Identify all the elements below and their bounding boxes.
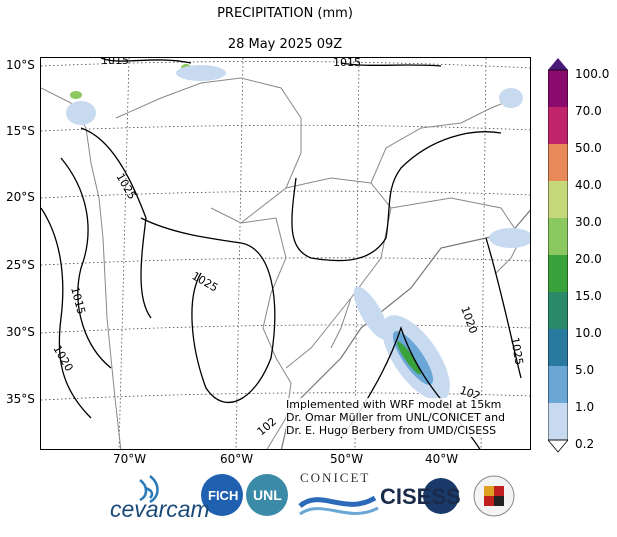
isobar-label: 1025 [508,336,526,366]
lat-label: 25°S [6,258,35,272]
note-line: Dr. E. Hugo Berbery from UMD/CISESS [286,424,497,437]
colorbar-tick: 70.0 [575,104,602,118]
lat-label: 10°S [6,58,35,72]
lon-label: 50°W [330,452,364,466]
colorbar-segment [548,292,568,330]
precipitation-map: 1015 1015 1025 1025 1015 1020 1020 1025 … [40,57,531,450]
lat-label: 35°S [6,392,35,406]
lon-label: 60°W [220,452,254,466]
lon-label: 40°W [425,452,459,466]
cevarcam-logo-icon [139,475,159,504]
isobar-label: 1015 [101,58,129,67]
colorbar-tick: 1.0 [575,400,595,414]
logo-graphics [139,474,515,517]
conicet-logo-text: CONICET [300,470,371,485]
colorbar-bottom-arrow [548,439,568,453]
colorbar-tick: 50.0 [575,141,602,155]
colorbar-tick: 5.0 [575,363,595,377]
fich-logo-text: FICH [208,488,239,503]
colorbar-tick: 30.0 [575,215,602,229]
cisess-globe-icon [423,478,459,514]
precip-shading [66,64,530,401]
chart-title: PRECIPITATION (mm) [217,6,353,21]
conicet-logo-icon [298,495,379,516]
colorbar-segment [548,255,568,293]
map-canvas: 1015 1015 1025 1025 1015 1020 1020 1025 … [41,58,530,449]
chart-subtitle: 28 May 2025 09Z [227,37,343,52]
cevarcam-logo-text: cevarcam [110,496,210,522]
lat-label: 30°S [6,325,35,339]
colorbar-tick: 100.0 [575,67,610,81]
isobar-label: 1015 [68,285,88,315]
logo-strip: cevarcam FICH UNL CONICET CISESS [0,468,617,537]
isobar-label: 1020 [50,343,75,374]
isobar-label: 1020 [458,305,480,336]
unl-logo-icon [246,474,288,516]
isobar-label: 1015 [333,58,361,69]
fich-logo-icon [201,474,243,516]
colorbar-segment [548,181,568,219]
colorbar-frame [548,69,568,441]
colorbar-tick: 0.2 [575,437,595,451]
colorbar-segment [548,70,568,108]
maryland-seal-icon [473,475,515,517]
model-note: Implemented with WRF model at 15km Dr. O… [286,398,506,437]
colorbar-segment [548,107,568,145]
colorbar-tick: 15.0 [575,289,602,303]
colorbar-segment [548,403,568,441]
colorbar-segment [548,329,568,367]
isobar-label: 1025 [113,171,138,202]
lon-label: 70°W [113,452,147,466]
unl-logo-text: UNL [253,487,282,503]
colorbar-tick: 20.0 [575,252,602,266]
colorbar-tick: 10.0 [575,326,602,340]
colorbar [548,58,568,453]
colorbar-segment [548,366,568,404]
colorbar-segment [548,144,568,182]
cisess-logo-text: CISESS [380,484,461,509]
colorbar-tick: 40.0 [575,178,602,192]
lat-label: 15°S [6,124,35,138]
note-line: Implemented with WRF model at 15km [286,398,502,411]
colorbar-segment [548,218,568,256]
lat-label: 20°S [6,190,35,204]
note-line: Dr. Omar Müller from UNL/CONICET and [286,411,506,424]
colorbar-top-arrow [548,58,568,70]
